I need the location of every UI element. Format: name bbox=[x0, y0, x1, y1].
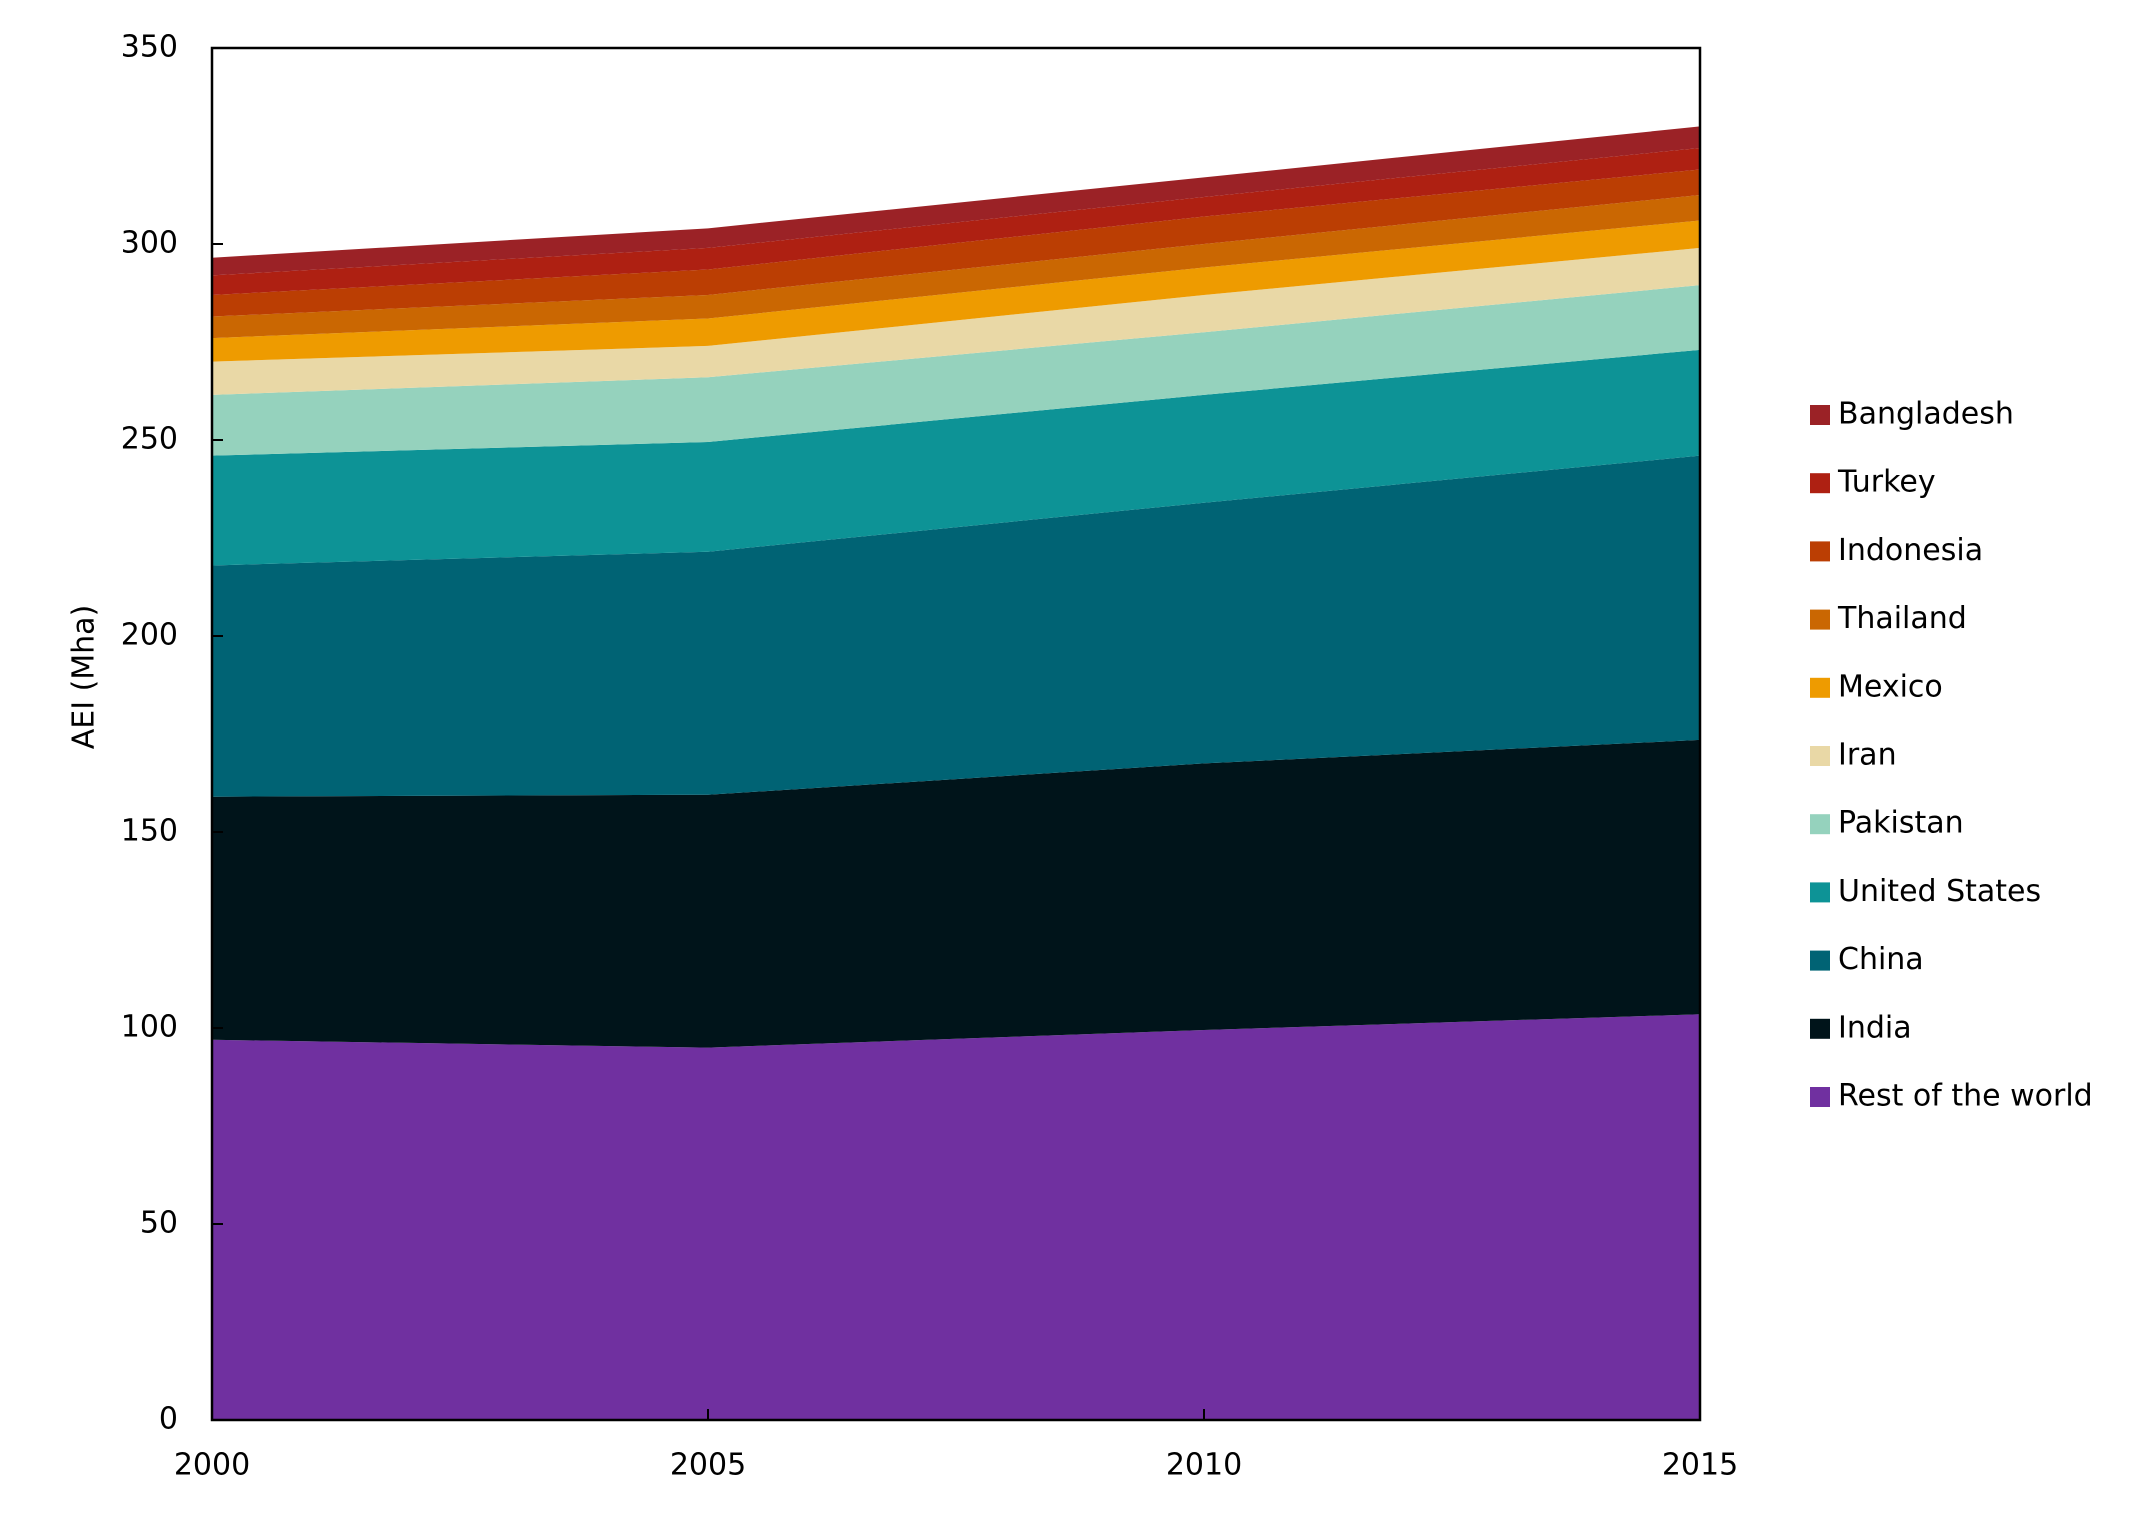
area bbox=[212, 349, 1700, 566]
area bbox=[212, 1014, 1700, 1420]
legend-label: Mexico bbox=[1838, 669, 1943, 704]
legend-label: India bbox=[1838, 1010, 1912, 1045]
legend-swatch bbox=[1810, 541, 1830, 562]
legend-swatch bbox=[1810, 405, 1830, 425]
legend-label: United States bbox=[1838, 874, 2041, 909]
legend-swatch bbox=[1810, 1018, 1830, 1039]
legend-label: Pakistan bbox=[1838, 806, 1964, 841]
area bbox=[212, 739, 1700, 1048]
area bbox=[212, 247, 1700, 395]
area bbox=[212, 455, 1700, 797]
legend-swatch bbox=[1810, 1087, 1830, 1107]
y-tick-label: 350 bbox=[121, 30, 178, 65]
legend-label: Iran bbox=[1838, 738, 1897, 773]
legend-swatch bbox=[1810, 746, 1830, 766]
legend-swatch bbox=[1810, 609, 1830, 630]
legend-label: Indonesia bbox=[1838, 533, 1983, 568]
legend-swatch bbox=[1810, 473, 1830, 494]
y-tick-label: 300 bbox=[121, 226, 178, 261]
x-tick-label: 2005 bbox=[670, 1448, 746, 1483]
area bbox=[212, 169, 1700, 317]
area bbox=[212, 285, 1700, 456]
legend-label: China bbox=[1838, 942, 1924, 977]
y-tick-label: 150 bbox=[121, 814, 178, 849]
y-tick-label: 0 bbox=[159, 1402, 178, 1437]
legend-swatch bbox=[1810, 950, 1830, 971]
legend-label: Thailand bbox=[1837, 601, 1967, 636]
x-tick-label: 2000 bbox=[174, 1448, 250, 1483]
y-axis-label: AEI (Mha) bbox=[67, 605, 102, 750]
y-tick-label: 250 bbox=[121, 422, 178, 457]
legend-label: Rest of the world bbox=[1838, 1079, 2093, 1114]
legend-swatch bbox=[1810, 814, 1830, 835]
plot-frame bbox=[210, 46, 1702, 1422]
legend-label: Turkey bbox=[1837, 465, 1936, 500]
x-tick-label: 2015 bbox=[1662, 1448, 1738, 1483]
area bbox=[212, 220, 1700, 362]
y-tick-label: 100 bbox=[121, 1010, 178, 1045]
legend-swatch bbox=[1810, 882, 1830, 903]
y-tick-label: 200 bbox=[121, 618, 178, 653]
x-tick-label: 2010 bbox=[1166, 1448, 1242, 1483]
legend-swatch bbox=[1810, 677, 1830, 698]
area bbox=[212, 126, 1700, 276]
y-tick-label: 50 bbox=[140, 1206, 178, 1241]
area bbox=[212, 195, 1700, 339]
legend-label: Bangladesh bbox=[1838, 397, 2014, 432]
